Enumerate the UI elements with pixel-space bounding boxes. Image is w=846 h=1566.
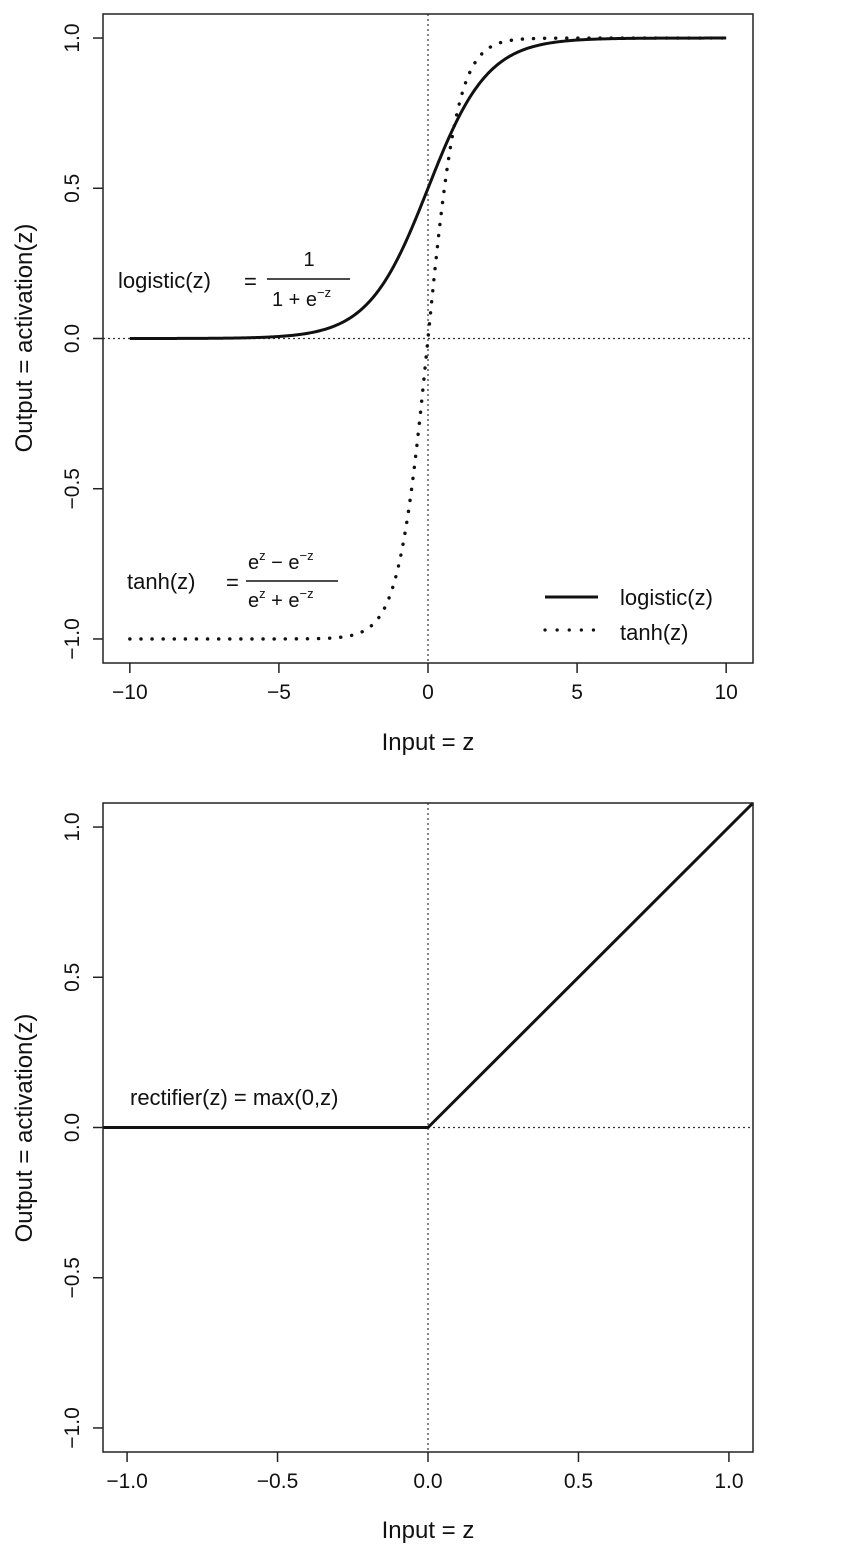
y-axis-ticks: −1.0 −0.5 0.0 0.5 1.0 <box>61 23 103 660</box>
logistic-formula-prefix: logistic <box>118 268 185 293</box>
legend-label-tanh: tanh(z) <box>620 620 688 645</box>
x-axis-label: Input = z <box>382 729 475 756</box>
y-tick-label: 1.0 <box>61 23 84 52</box>
y-tick-label: 0.0 <box>61 324 84 353</box>
y-axis-label: Output = activation(z) <box>11 1014 38 1243</box>
x-tick-label: −5 <box>267 681 291 704</box>
activation-chart-rectifier: −1.0 −0.5 0.0 0.5 1.0 −1.0 −0.5 0.0 0.5 1.0 Inpu… <box>11 801 755 1544</box>
tanh-num-sup1: z <box>259 548 266 563</box>
logistic-formula-eq: = <box>244 269 257 294</box>
series-line-rectifierz <box>103 801 755 1129</box>
y-axis-label: Output = activation(z) <box>11 224 38 453</box>
svg-text:ez + e−z: ez + e−z <box>248 586 314 612</box>
tanh-den-sup2: −z <box>300 586 314 601</box>
series-group <box>103 801 755 1129</box>
y-tick-label: −1.0 <box>61 618 84 659</box>
y-tick-label: 0.5 <box>61 963 84 992</box>
tanh-den-sup1: z <box>259 586 266 601</box>
tanh-den-mid: + e <box>266 590 300 612</box>
x-axis-ticks: −1.0 −0.5 0.0 0.5 1.0 <box>106 1452 744 1493</box>
tanh-den-base1: e <box>248 590 259 612</box>
tanh-num-sup2: −z <box>300 548 314 563</box>
x-tick-label: 0.0 <box>413 1470 442 1493</box>
series-group <box>128 36 728 641</box>
series-line-tanhz <box>128 36 728 641</box>
tanh-formula-eq: = <box>226 570 239 595</box>
x-tick-label: 10 <box>714 681 737 704</box>
x-tick-label: −1.0 <box>106 1470 147 1493</box>
x-axis-label: Input = z <box>382 1517 475 1544</box>
svg-text:tanh(z): tanh(z) <box>127 569 195 594</box>
svg-text:logistic(z): logistic(z) <box>118 268 211 293</box>
tanh-num-base1: e <box>248 552 259 574</box>
logistic-formula-denominator: 1 + e <box>272 289 317 311</box>
y-tick-label: 0.5 <box>61 174 84 203</box>
activation-chart-sigmoid: −10 −5 0 5 10 −1.0 −0.5 0.0 0.5 1.0 Input = z Ou… <box>11 13 754 756</box>
rectifier-formula: rectifier(z) = max(0,z) <box>130 1085 338 1110</box>
y-tick-label: −1.0 <box>61 1407 84 1448</box>
y-axis-ticks: −1.0 −0.5 0.0 0.5 1.0 <box>61 812 103 1449</box>
logistic-formula: logistic(z) = 1 1 + e−z <box>118 249 350 311</box>
legend-label-logistic: logistic(z) <box>620 585 713 610</box>
logistic-formula-arg: (z) <box>185 268 211 293</box>
x-tick-label: 0.5 <box>564 1470 593 1493</box>
x-tick-label: 1.0 <box>714 1470 743 1493</box>
y-tick-label: 0.0 <box>61 1113 84 1142</box>
x-tick-label: 0 <box>422 681 434 704</box>
series-line-logisticz <box>129 36 727 340</box>
x-tick-label: 5 <box>571 681 583 704</box>
legend: logistic(z) tanh(z) <box>543 585 713 645</box>
tanh-formula-arg: (z) <box>170 569 196 594</box>
logistic-formula-numerator: 1 <box>303 249 314 271</box>
tanh-num-mid: − e <box>266 552 300 574</box>
x-tick-label: −0.5 <box>257 1470 298 1493</box>
reference-lines <box>103 14 753 663</box>
tanh-formula: tanh(z) = ez − e−z ez + e−z <box>127 548 338 612</box>
svg-text:1 + e−z: 1 + e−z <box>272 285 331 311</box>
y-tick-label: 1.0 <box>61 812 84 841</box>
x-axis-ticks: −10 −5 0 5 10 <box>112 663 738 704</box>
y-tick-label: −0.5 <box>61 468 84 509</box>
svg-text:ez − e−z: ez − e−z <box>248 548 314 574</box>
logistic-formula-denominator-exponent: −z <box>317 285 331 300</box>
x-tick-label: −10 <box>112 681 148 704</box>
y-tick-label: −0.5 <box>61 1257 84 1298</box>
tanh-formula-prefix: tanh <box>127 569 170 594</box>
